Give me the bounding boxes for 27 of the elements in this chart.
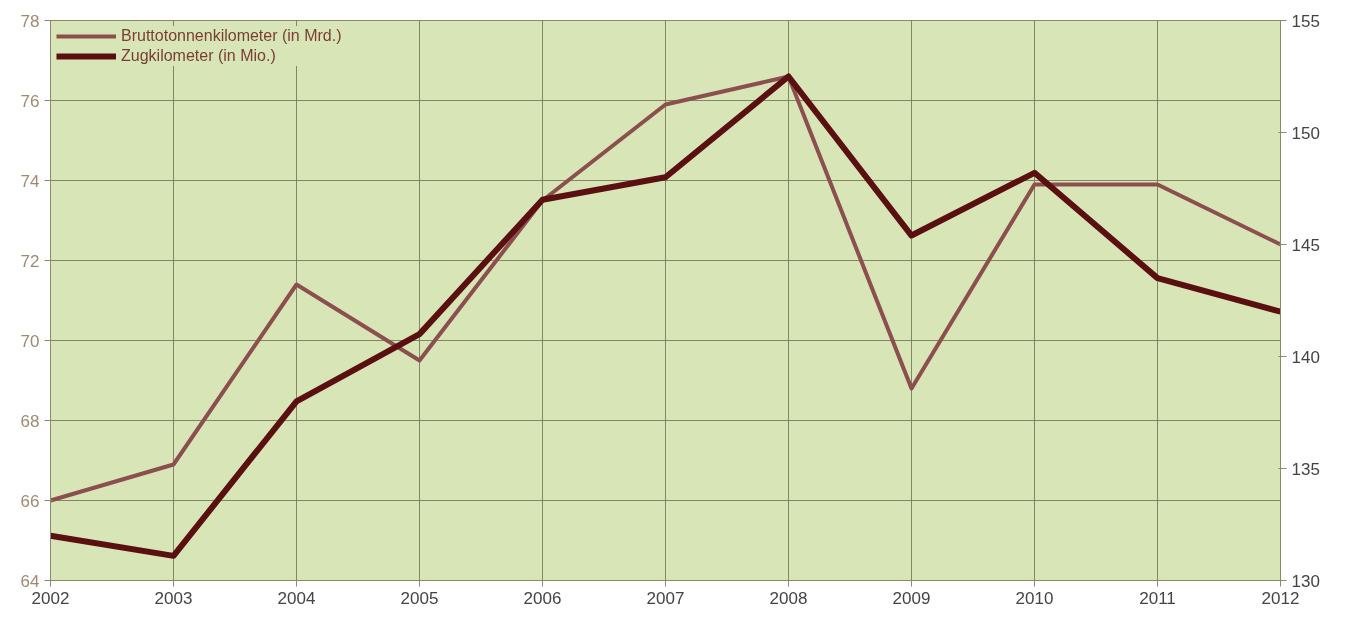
y-tick-label: 76 — [20, 91, 40, 111]
y-tick-label: 70 — [20, 331, 40, 351]
x-tick-label: 2008 — [769, 588, 808, 608]
y-tick-label: 68 — [20, 411, 40, 431]
y2-tick-label: 140 — [1291, 347, 1320, 367]
y2-tick-label: 130 — [1291, 571, 1320, 591]
x-tick-label: 2005 — [400, 588, 439, 608]
x-tick-label: 2006 — [523, 588, 562, 608]
y2-tick-label: 150 — [1291, 123, 1320, 143]
y-tick-label: 74 — [20, 171, 40, 191]
y-tick-label: 78 — [20, 11, 40, 31]
x-tick-label: 2003 — [154, 588, 193, 608]
x-tick-label: 2004 — [277, 588, 316, 608]
legend-label: Bruttotonnenkilometer (in Mrd.) — [121, 27, 342, 45]
y2-tick-label: 145 — [1291, 235, 1320, 255]
y-tick-label: 72 — [20, 251, 40, 271]
y-tick-label: 64 — [20, 571, 40, 591]
y-tick-label: 66 — [20, 491, 40, 511]
x-tick-label: 2002 — [31, 588, 70, 608]
x-tick-label: 2009 — [892, 588, 931, 608]
x-tick-label: 2012 — [1261, 588, 1300, 608]
x-tick-label: 2010 — [1015, 588, 1054, 608]
y2-tick-label: 155 — [1291, 11, 1320, 31]
y2-tick-label: 135 — [1291, 459, 1320, 479]
legend-label: Zugkilometer (in Mio.) — [121, 47, 276, 65]
x-tick-label: 2007 — [646, 588, 685, 608]
x-tick-label: 2011 — [1139, 588, 1176, 608]
